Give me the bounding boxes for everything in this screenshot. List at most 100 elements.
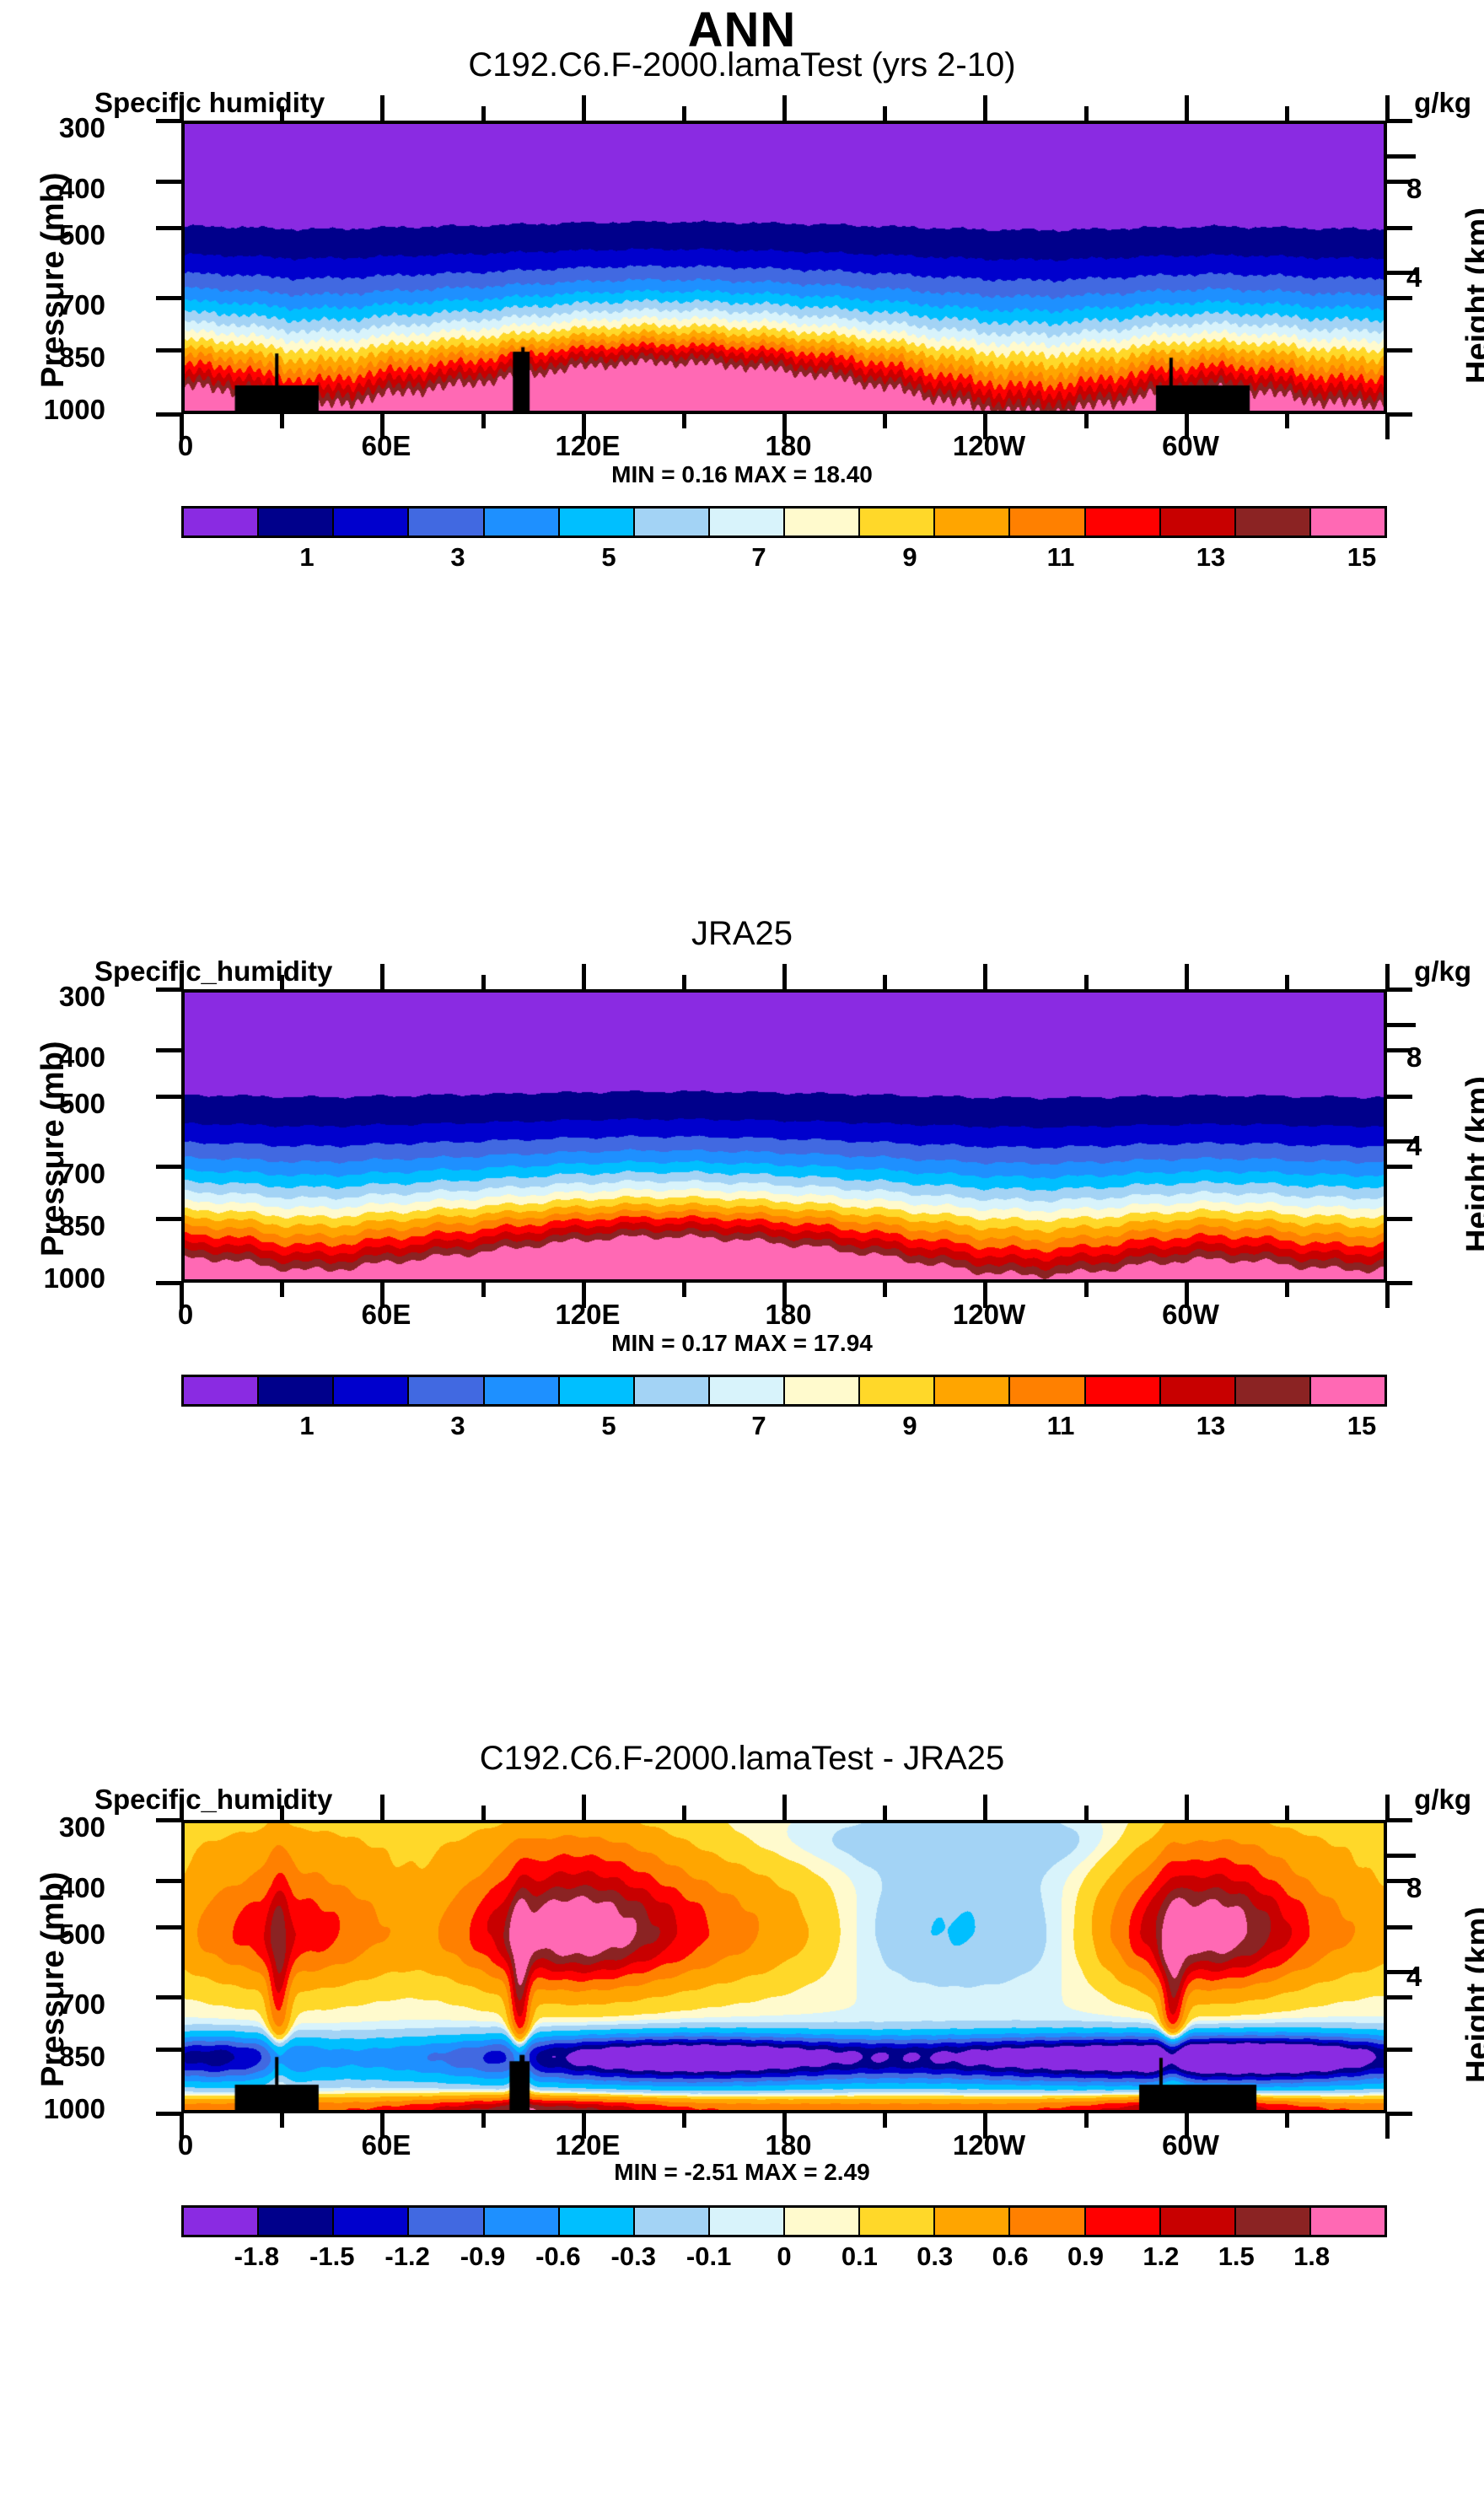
xtick-mark-top-11 <box>1284 106 1289 121</box>
ytick-mark-left-850 <box>156 2048 181 2053</box>
xtick-mark-bottom-8 <box>983 2113 988 2139</box>
colorbar-swatch-8 <box>785 2208 861 2235</box>
colorbar-swatch-8 <box>785 509 861 536</box>
panel-obs-ytick-1000: 1000 <box>43 1262 105 1294</box>
xtick-mark-bottom-4 <box>581 414 586 439</box>
xtick-mark-top-6 <box>782 95 787 121</box>
xtick-mark-bottom-0 <box>180 1283 184 1308</box>
colorbar-swatch-2 <box>334 1377 410 1404</box>
panel-obs-xtick-0: 0 <box>177 1299 194 1330</box>
panel-obs: JRA25 Specific_humidity g/kg Pressure (m… <box>0 915 1484 1758</box>
colorbar-swatch-9 <box>860 2208 936 2235</box>
panel-obs-colorbar-ticks: 1 3 5 7 9 11 13 15 <box>181 1411 1387 1445</box>
xtick-mark-bottom-5 <box>681 1283 686 1297</box>
colorbar-swatch-1 <box>259 2208 335 2235</box>
panel-obs-plot-area <box>181 989 1387 1283</box>
ytick-mark-left-1000 <box>156 1281 181 1285</box>
xtick-mark-top-0 <box>180 95 184 121</box>
cbtick-1.8: 1.8 <box>1293 2242 1331 2271</box>
ytick-mark-right-700 <box>1387 1994 1412 1999</box>
colorbar-swatch-3 <box>409 2208 485 2235</box>
ytick-mark-left-300 <box>156 119 181 123</box>
colorbar-swatch-5 <box>559 1377 635 1404</box>
panel-diff-xtick-60W: 60W <box>1162 2129 1219 2161</box>
xtick-mark-top-0 <box>180 964 184 989</box>
xtick-mark-bottom-1 <box>280 2113 285 2128</box>
panel-obs-right-axis-label: Height (km) <box>1460 1076 1484 1252</box>
panel-model-ytick-700: 700 <box>58 289 105 320</box>
ytick-mark-right-300 <box>1387 119 1412 123</box>
ytick-mark-right-300 <box>1387 1818 1412 1822</box>
panel-model-xtick-120E: 120E <box>555 430 621 461</box>
cbtick-3: 3 <box>450 542 465 572</box>
xtick-mark-top-4 <box>581 1795 586 1820</box>
xtick-mark-top-4 <box>581 95 586 121</box>
colorbar-swatch-1 <box>259 509 335 536</box>
panel-diff-title: C192.C6.F-2000.lamaTest - JRA25 <box>479 1740 1005 1777</box>
cbtick-0.6: 0.6 <box>992 2242 1029 2271</box>
panel-diff-ytick-400: 400 <box>58 1872 105 1903</box>
colorbar-swatch-1 <box>259 1377 335 1404</box>
panel-model-colorbar <box>181 506 1387 538</box>
ytick-mark-left-850 <box>156 348 181 353</box>
xtick-mark-top-4 <box>581 964 586 989</box>
panel-model-plot-area <box>181 121 1387 414</box>
ytick-mark-right-700 <box>1387 1164 1412 1169</box>
xtick-mark-top-5 <box>681 1806 686 1820</box>
xtick-mark-bottom-1 <box>280 414 285 428</box>
cbtick-1: 1 <box>299 1411 315 1440</box>
xtick-mark-bottom-0 <box>180 2113 184 2139</box>
height-tick-4 <box>1387 271 1416 276</box>
xtick-mark-top-8 <box>983 1795 988 1820</box>
xtick-mark-bottom-10 <box>1184 2113 1189 2139</box>
xtick-mark-top-8 <box>983 95 988 121</box>
xtick-mark-bottom-7 <box>883 2113 888 2128</box>
cbtick-1.2: 1.2 <box>1143 2242 1180 2271</box>
xtick-mark-bottom-11 <box>1284 1283 1289 1297</box>
xtick-mark-bottom-12 <box>1385 414 1390 439</box>
panel-model-units-label: g/kg <box>1414 87 1471 118</box>
xtick-mark-bottom-0 <box>180 414 184 439</box>
colorbar-swatch-11 <box>1010 509 1086 536</box>
xtick-mark-top-7 <box>883 106 888 121</box>
panel-obs-xtick-120E: 120E <box>555 1299 621 1330</box>
panel-model-ytick-500: 500 <box>58 219 105 250</box>
xtick-mark-bottom-3 <box>481 1283 486 1297</box>
colorbar-swatch-14 <box>1235 1377 1311 1404</box>
panel-diff-ytick-1000: 1000 <box>43 2093 105 2124</box>
xtick-mark-bottom-5 <box>681 2113 686 2128</box>
xtick-mark-top-10 <box>1184 964 1189 989</box>
xtick-mark-top-8 <box>983 964 988 989</box>
xtick-mark-bottom-7 <box>883 414 888 428</box>
colorbar-swatch-7 <box>709 1377 785 1404</box>
panel-diff-colorbar-ticks: -1.8 -1.5 -1.2 -0.9 -0.6 -0.3 -0.1 0 0.1 0.3 0.6 0.… <box>181 2242 1387 2275</box>
colorbar-swatch-2 <box>334 2208 410 2235</box>
ytick-mark-right-500 <box>1387 226 1412 231</box>
ytick-mark-left-500 <box>156 1095 181 1100</box>
panel-diff-xtick-120W: 120W <box>952 2129 1026 2161</box>
colorbar-swatch-7 <box>709 2208 785 2235</box>
colorbar-swatch-2 <box>334 509 410 536</box>
xtick-mark-top-0 <box>180 1795 184 1820</box>
ytick-mark-right-850 <box>1387 1217 1412 1222</box>
xtick-mark-bottom-11 <box>1284 2113 1289 2128</box>
colorbar-swatch-10 <box>935 509 1011 536</box>
height-tick-4 <box>1387 1139 1416 1144</box>
panel-model-xtick-120W: 120W <box>952 430 1026 461</box>
panel-obs-ytick-850: 850 <box>58 1210 105 1241</box>
xtick-mark-top-10 <box>1184 1795 1189 1820</box>
xtick-mark-top-9 <box>1083 106 1089 121</box>
colorbar-swatch-6 <box>634 509 710 536</box>
colorbar-swatch-15 <box>1310 2208 1385 2235</box>
cbtick--1.8: -1.8 <box>234 2242 280 2271</box>
ytick-mark-right-700 <box>1387 295 1412 300</box>
cbtick-11: 11 <box>1046 1411 1075 1440</box>
panel-model-ytick-850: 850 <box>58 342 105 373</box>
colorbar-swatch-14 <box>1235 509 1311 536</box>
panel-obs-units-label: g/kg <box>1414 955 1471 987</box>
panel-diff-xtick-120E: 120E <box>555 2129 621 2161</box>
colorbar-swatch-12 <box>1085 2208 1161 2235</box>
panel-obs-ytick-500: 500 <box>58 1088 105 1119</box>
xtick-mark-top-12 <box>1385 1795 1390 1820</box>
xtick-mark-top-2 <box>380 1795 385 1820</box>
